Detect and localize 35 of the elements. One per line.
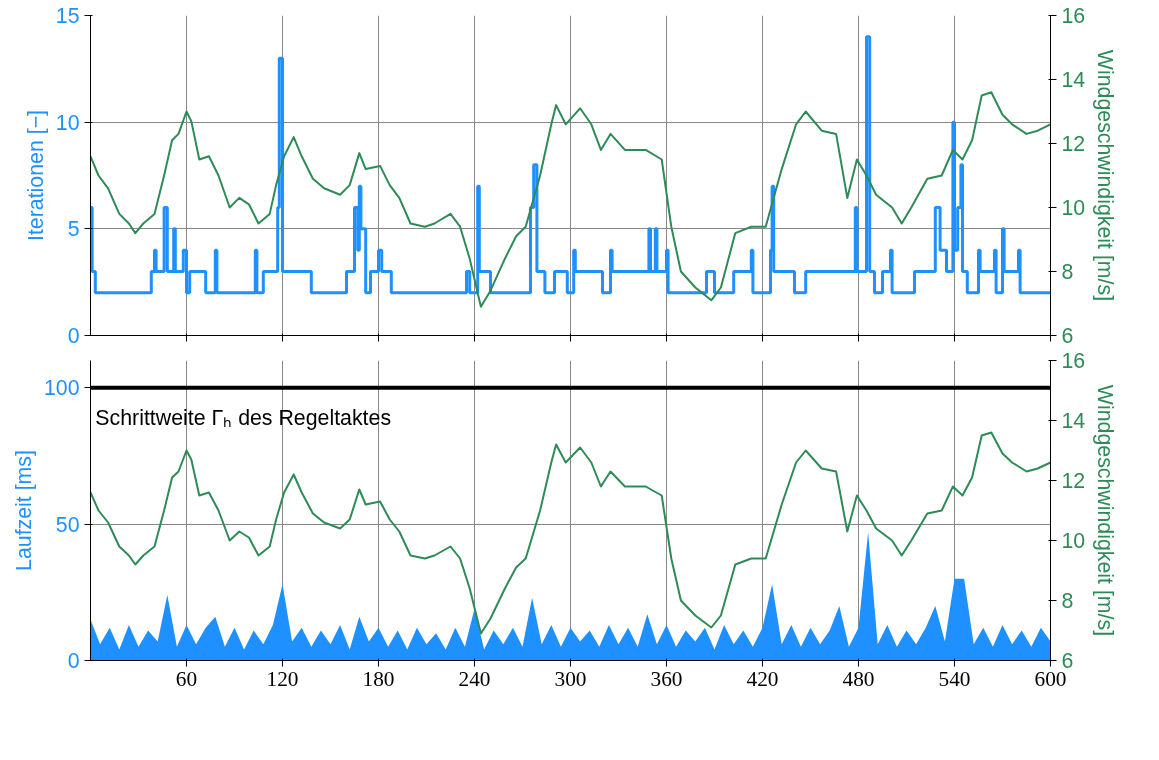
y-axis-title: Laufzeit [ms] [11,450,36,571]
y-tick-label: 0 [67,324,80,348]
y2-tick-label: 12 [1061,469,1086,493]
x-tick-label: 240 [458,666,491,691]
y2-tick-label: 8 [1061,589,1074,613]
x-tick-label: 360 [650,666,683,691]
y-tick-label: 5 [67,217,80,242]
line-series [90,91,1051,308]
y2-tick-label: 10 [1061,529,1086,553]
x-tick-label: 180 [362,666,395,691]
x-tick-label: 120 [266,666,299,691]
x-tick-label: 60 [175,666,198,691]
y-tick-label: 10 [55,110,80,135]
y2-tick-label: 8 [1061,260,1074,284]
x-tick-label: 300 [554,666,587,691]
y2-tick-label: 16 [1061,349,1086,373]
y-tick-label: 100 [43,376,80,401]
y-axis-title: Iterationen [−] [23,109,48,242]
y2-tick-label: 16 [1061,4,1086,28]
y2-axis-title: Windgeschwindigkeit [m/s] [1093,384,1118,637]
y2-tick-label: 6 [1061,649,1074,673]
ref-line-label: Schrittweite Γₕ des Regeltaktes [95,405,392,430]
y-tick-label: 50 [55,512,80,537]
y-tick-label: 15 [55,4,80,28]
y2-tick-label: 12 [1061,132,1086,156]
y-tick-label: 0 [67,649,80,673]
x-tick-label: 420 [746,666,779,691]
y2-tick-label: 6 [1061,324,1074,348]
y2-tick-label: 14 [1061,409,1086,433]
y2-tick-label: 10 [1061,196,1086,220]
line-series [90,431,1051,635]
x-tick-label: 540 [938,666,971,691]
y2-tick-label: 14 [1061,68,1086,92]
x-tick-label: 480 [842,666,875,691]
y2-axis-title: Windgeschwindigkeit [m/s] [1093,49,1118,302]
